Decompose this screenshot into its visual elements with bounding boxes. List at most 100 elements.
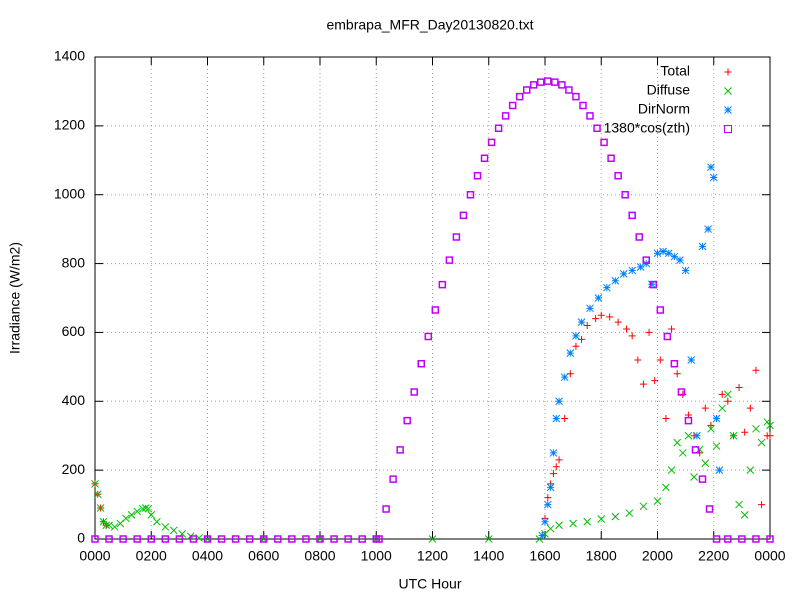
point bbox=[645, 328, 653, 336]
point bbox=[597, 515, 606, 523]
point bbox=[555, 521, 563, 530]
legend-symbol bbox=[724, 87, 732, 95]
point bbox=[119, 535, 127, 543]
point bbox=[606, 313, 614, 321]
point bbox=[621, 190, 629, 199]
point bbox=[707, 421, 715, 429]
point bbox=[487, 138, 496, 147]
point bbox=[681, 266, 690, 275]
point bbox=[452, 233, 461, 241]
point bbox=[724, 535, 732, 543]
point bbox=[569, 519, 577, 528]
point bbox=[659, 247, 667, 256]
point bbox=[586, 112, 594, 120]
point bbox=[592, 315, 600, 323]
x-tick-label: 1600 bbox=[529, 548, 560, 564]
point bbox=[687, 356, 696, 364]
point bbox=[552, 414, 561, 423]
point bbox=[508, 101, 517, 110]
point bbox=[735, 384, 743, 392]
point bbox=[522, 86, 531, 94]
point bbox=[549, 449, 558, 457]
point bbox=[723, 390, 732, 399]
point bbox=[634, 356, 642, 364]
point bbox=[122, 514, 130, 523]
point bbox=[417, 360, 425, 368]
y-tick-label: 1400 bbox=[54, 48, 85, 64]
x-tick-label: 1400 bbox=[473, 548, 504, 564]
point bbox=[701, 459, 710, 468]
point bbox=[558, 81, 566, 89]
x-tick-label: 0400 bbox=[192, 548, 223, 564]
legend-label: DirNorm bbox=[638, 101, 690, 117]
y-tick-label: 200 bbox=[62, 461, 86, 477]
point bbox=[91, 535, 99, 543]
x-axis-label: UTC Hour bbox=[398, 576, 461, 592]
point bbox=[245, 535, 254, 543]
point bbox=[544, 77, 552, 85]
point bbox=[438, 280, 447, 289]
point bbox=[678, 449, 687, 457]
point bbox=[676, 256, 684, 264]
point bbox=[693, 431, 701, 440]
point bbox=[260, 535, 268, 543]
point bbox=[133, 507, 142, 516]
point bbox=[752, 366, 760, 374]
point bbox=[648, 280, 656, 289]
x-tick-label: 1000 bbox=[361, 548, 392, 564]
x-tick-label: 0200 bbox=[136, 548, 167, 564]
y-tick-label: 800 bbox=[62, 254, 86, 270]
point bbox=[110, 523, 119, 531]
legend-label: Diffuse bbox=[647, 82, 691, 98]
point bbox=[673, 370, 681, 378]
point bbox=[614, 172, 622, 180]
point bbox=[561, 415, 569, 422]
point bbox=[619, 270, 628, 278]
point bbox=[459, 211, 468, 220]
point bbox=[766, 535, 774, 543]
point bbox=[597, 311, 605, 319]
point bbox=[555, 456, 563, 464]
point bbox=[288, 535, 296, 543]
point bbox=[698, 475, 707, 483]
point bbox=[656, 306, 665, 314]
point bbox=[127, 511, 136, 519]
point bbox=[484, 535, 493, 543]
point bbox=[712, 442, 721, 450]
point bbox=[577, 318, 586, 326]
point bbox=[203, 535, 212, 543]
point bbox=[358, 535, 366, 543]
point bbox=[766, 421, 774, 430]
point bbox=[653, 249, 662, 258]
point bbox=[389, 475, 397, 483]
x-tick-label: 0000 bbox=[79, 548, 110, 564]
point bbox=[651, 377, 659, 385]
point bbox=[530, 81, 538, 89]
point bbox=[712, 414, 721, 423]
point bbox=[600, 138, 608, 147]
point bbox=[572, 92, 580, 101]
point bbox=[428, 535, 437, 543]
point bbox=[766, 432, 774, 440]
point bbox=[628, 266, 637, 275]
point bbox=[603, 283, 611, 292]
point bbox=[403, 416, 411, 425]
point bbox=[628, 211, 636, 220]
point bbox=[738, 535, 746, 543]
point bbox=[274, 535, 282, 543]
point bbox=[642, 256, 650, 264]
chart-title: embrapa_MFR_Day20130820.txt bbox=[326, 17, 533, 33]
point bbox=[473, 172, 482, 180]
point bbox=[555, 397, 563, 406]
point bbox=[105, 535, 113, 543]
y-tick-label: 1000 bbox=[54, 185, 85, 201]
point bbox=[217, 535, 226, 543]
point bbox=[424, 332, 433, 341]
point bbox=[635, 233, 643, 241]
point bbox=[729, 431, 738, 440]
point bbox=[691, 446, 700, 454]
point bbox=[96, 504, 105, 512]
point bbox=[231, 535, 240, 543]
point bbox=[718, 390, 726, 398]
